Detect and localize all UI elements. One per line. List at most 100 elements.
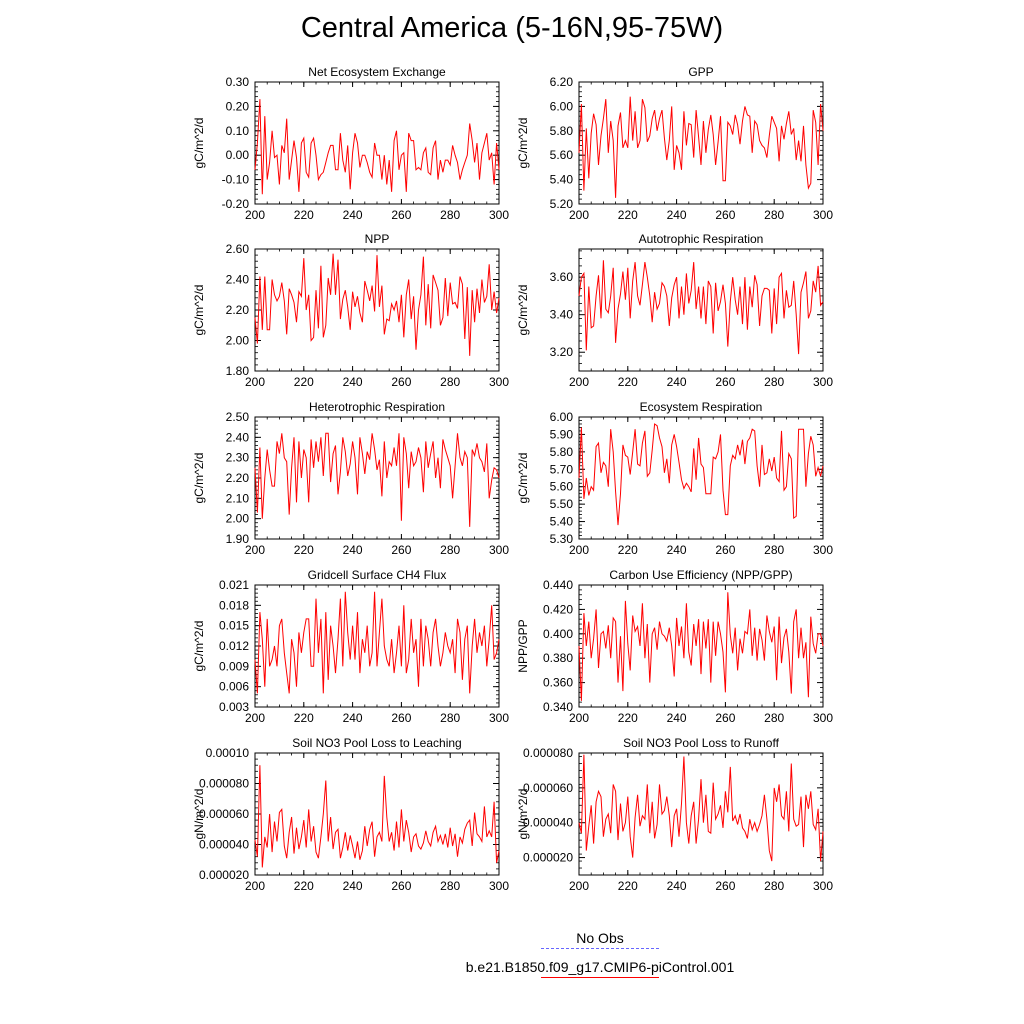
- y-axis-label: gC/m^2/d: [516, 118, 530, 169]
- x-tick-label: 260: [715, 375, 735, 389]
- y-tick-label: 0.003: [219, 700, 249, 714]
- legend-label-model: b.e21.B1850.f09_g17.CMIP6-piControl.001: [465, 959, 735, 975]
- y-tick-label: 0.380: [543, 651, 573, 665]
- x-tick-label: 220: [294, 711, 314, 725]
- series-line: [254, 253, 500, 356]
- series-line: [578, 96, 824, 198]
- x-tick-label: 200: [569, 543, 589, 557]
- y-tick-label: 3.40: [550, 308, 574, 322]
- panel-title: GPP: [688, 65, 713, 79]
- y-axis-label: gC/m^2/d: [192, 621, 206, 672]
- y-tick-label: 1.80: [226, 364, 250, 378]
- y-tick-label: 5.40: [550, 515, 574, 529]
- y-tick-label: 2.10: [226, 491, 250, 505]
- x-tick-label: 240: [667, 208, 687, 222]
- x-tick-label: 220: [618, 543, 638, 557]
- x-tick-label: 300: [813, 375, 833, 389]
- x-tick-label: 240: [343, 879, 363, 893]
- y-tick-label: 5.60: [550, 148, 574, 162]
- y-tick-label: 0.000040: [523, 816, 573, 830]
- y-tick-label: 5.20: [550, 197, 574, 211]
- y-tick-label: 0.000080: [523, 746, 573, 760]
- y-tick-label: 0.340: [543, 700, 573, 714]
- panel-frame: [254, 81, 500, 205]
- panel-frame: [254, 416, 500, 540]
- y-tick-label: 0.000020: [523, 851, 573, 865]
- x-tick-label: 240: [667, 711, 687, 725]
- y-tick-label: 0.006: [219, 680, 249, 694]
- panel-9: Soil NO3 Pool Loss to Runoff 200 220 240 260…: [516, 736, 833, 893]
- y-tick-label: 0.20: [226, 99, 250, 113]
- y-tick-label: 5.30: [550, 532, 574, 546]
- y-tick-label: 3.20: [550, 345, 574, 359]
- x-tick-label: 300: [813, 543, 833, 557]
- x-tick-label: 220: [294, 543, 314, 557]
- x-tick-label: 200: [245, 208, 265, 222]
- y-tick-label: 5.50: [550, 497, 574, 511]
- x-tick-label: 220: [294, 208, 314, 222]
- x-tick-label: 300: [489, 543, 509, 557]
- x-tick-label: 280: [440, 711, 460, 725]
- x-tick-label: 280: [764, 879, 784, 893]
- y-tick-label: 0.00010: [206, 746, 250, 760]
- panel-title: Heterotrophic Respiration: [309, 400, 445, 414]
- y-tick-label: 2.20: [226, 303, 250, 317]
- y-axis-label: gN/m^2/d: [516, 789, 530, 840]
- panel-7: Carbon Use Efficiency (NPP/GPP) 200 220 240…: [516, 568, 833, 725]
- x-tick-label: 240: [667, 375, 687, 389]
- x-tick-label: 240: [343, 543, 363, 557]
- series-line: [578, 592, 824, 701]
- y-tick-label: 0.420: [543, 602, 573, 616]
- panel-frame: [578, 584, 824, 708]
- panel-frame: [254, 752, 500, 876]
- panel-1: GPP 200 220 240 260 280 300 5.20 5.40 5.60 5.80 6.0…: [516, 65, 833, 222]
- x-tick-label: 200: [245, 711, 265, 725]
- y-axis-label: gC/m^2/d: [192, 453, 206, 504]
- x-tick-label: 260: [715, 208, 735, 222]
- y-tick-label: 3.60: [550, 270, 574, 284]
- x-tick-label: 280: [440, 543, 460, 557]
- x-tick-label: 220: [618, 879, 638, 893]
- x-tick-label: 200: [569, 208, 589, 222]
- y-axis-label: gC/m^2/d: [516, 453, 530, 504]
- x-tick-label: 260: [715, 879, 735, 893]
- y-tick-label: -0.20: [222, 197, 250, 211]
- y-tick-label: 0.000040: [199, 838, 249, 852]
- series-line: [578, 260, 824, 355]
- panel-2: NPP 200 220 240 260 280 300 1.80 2.00 2.20 2.40 2.6…: [192, 232, 509, 389]
- series-line: [578, 423, 824, 526]
- x-tick-label: 260: [391, 375, 411, 389]
- panel-title: NPP: [365, 232, 390, 246]
- legend-label-no-obs: No Obs: [576, 930, 624, 946]
- x-tick-label: 220: [294, 879, 314, 893]
- y-tick-label: 0.10: [226, 124, 250, 138]
- y-tick-label: 2.00: [226, 334, 250, 348]
- x-tick-label: 200: [569, 879, 589, 893]
- x-tick-label: 300: [489, 879, 509, 893]
- y-tick-label: 5.40: [550, 173, 574, 187]
- y-axis-label: gC/m^2/d: [192, 285, 206, 336]
- y-tick-label: 5.90: [550, 427, 574, 441]
- y-tick-label: 0.009: [219, 659, 249, 673]
- x-tick-label: 240: [343, 375, 363, 389]
- x-tick-label: 200: [569, 375, 589, 389]
- y-tick-label: 0.000060: [523, 781, 573, 795]
- y-axis-label: gN/m^2/d: [192, 789, 206, 840]
- y-tick-label: 0.018: [219, 598, 249, 612]
- x-tick-label: 260: [391, 879, 411, 893]
- x-tick-label: 300: [813, 711, 833, 725]
- page-title: Central America (5-16N,95-75W): [300, 12, 724, 44]
- x-tick-label: 300: [489, 375, 509, 389]
- y-tick-label: 2.60: [226, 242, 250, 256]
- series-line: [254, 591, 500, 694]
- series-line: [254, 99, 500, 195]
- x-tick-label: 240: [343, 711, 363, 725]
- y-tick-label: 2.40: [226, 430, 250, 444]
- y-tick-label: 2.00: [226, 512, 250, 526]
- y-tick-label: 5.80: [550, 445, 574, 459]
- x-tick-label: 280: [764, 375, 784, 389]
- x-tick-label: 300: [813, 208, 833, 222]
- x-tick-label: 280: [440, 375, 460, 389]
- x-tick-label: 240: [667, 543, 687, 557]
